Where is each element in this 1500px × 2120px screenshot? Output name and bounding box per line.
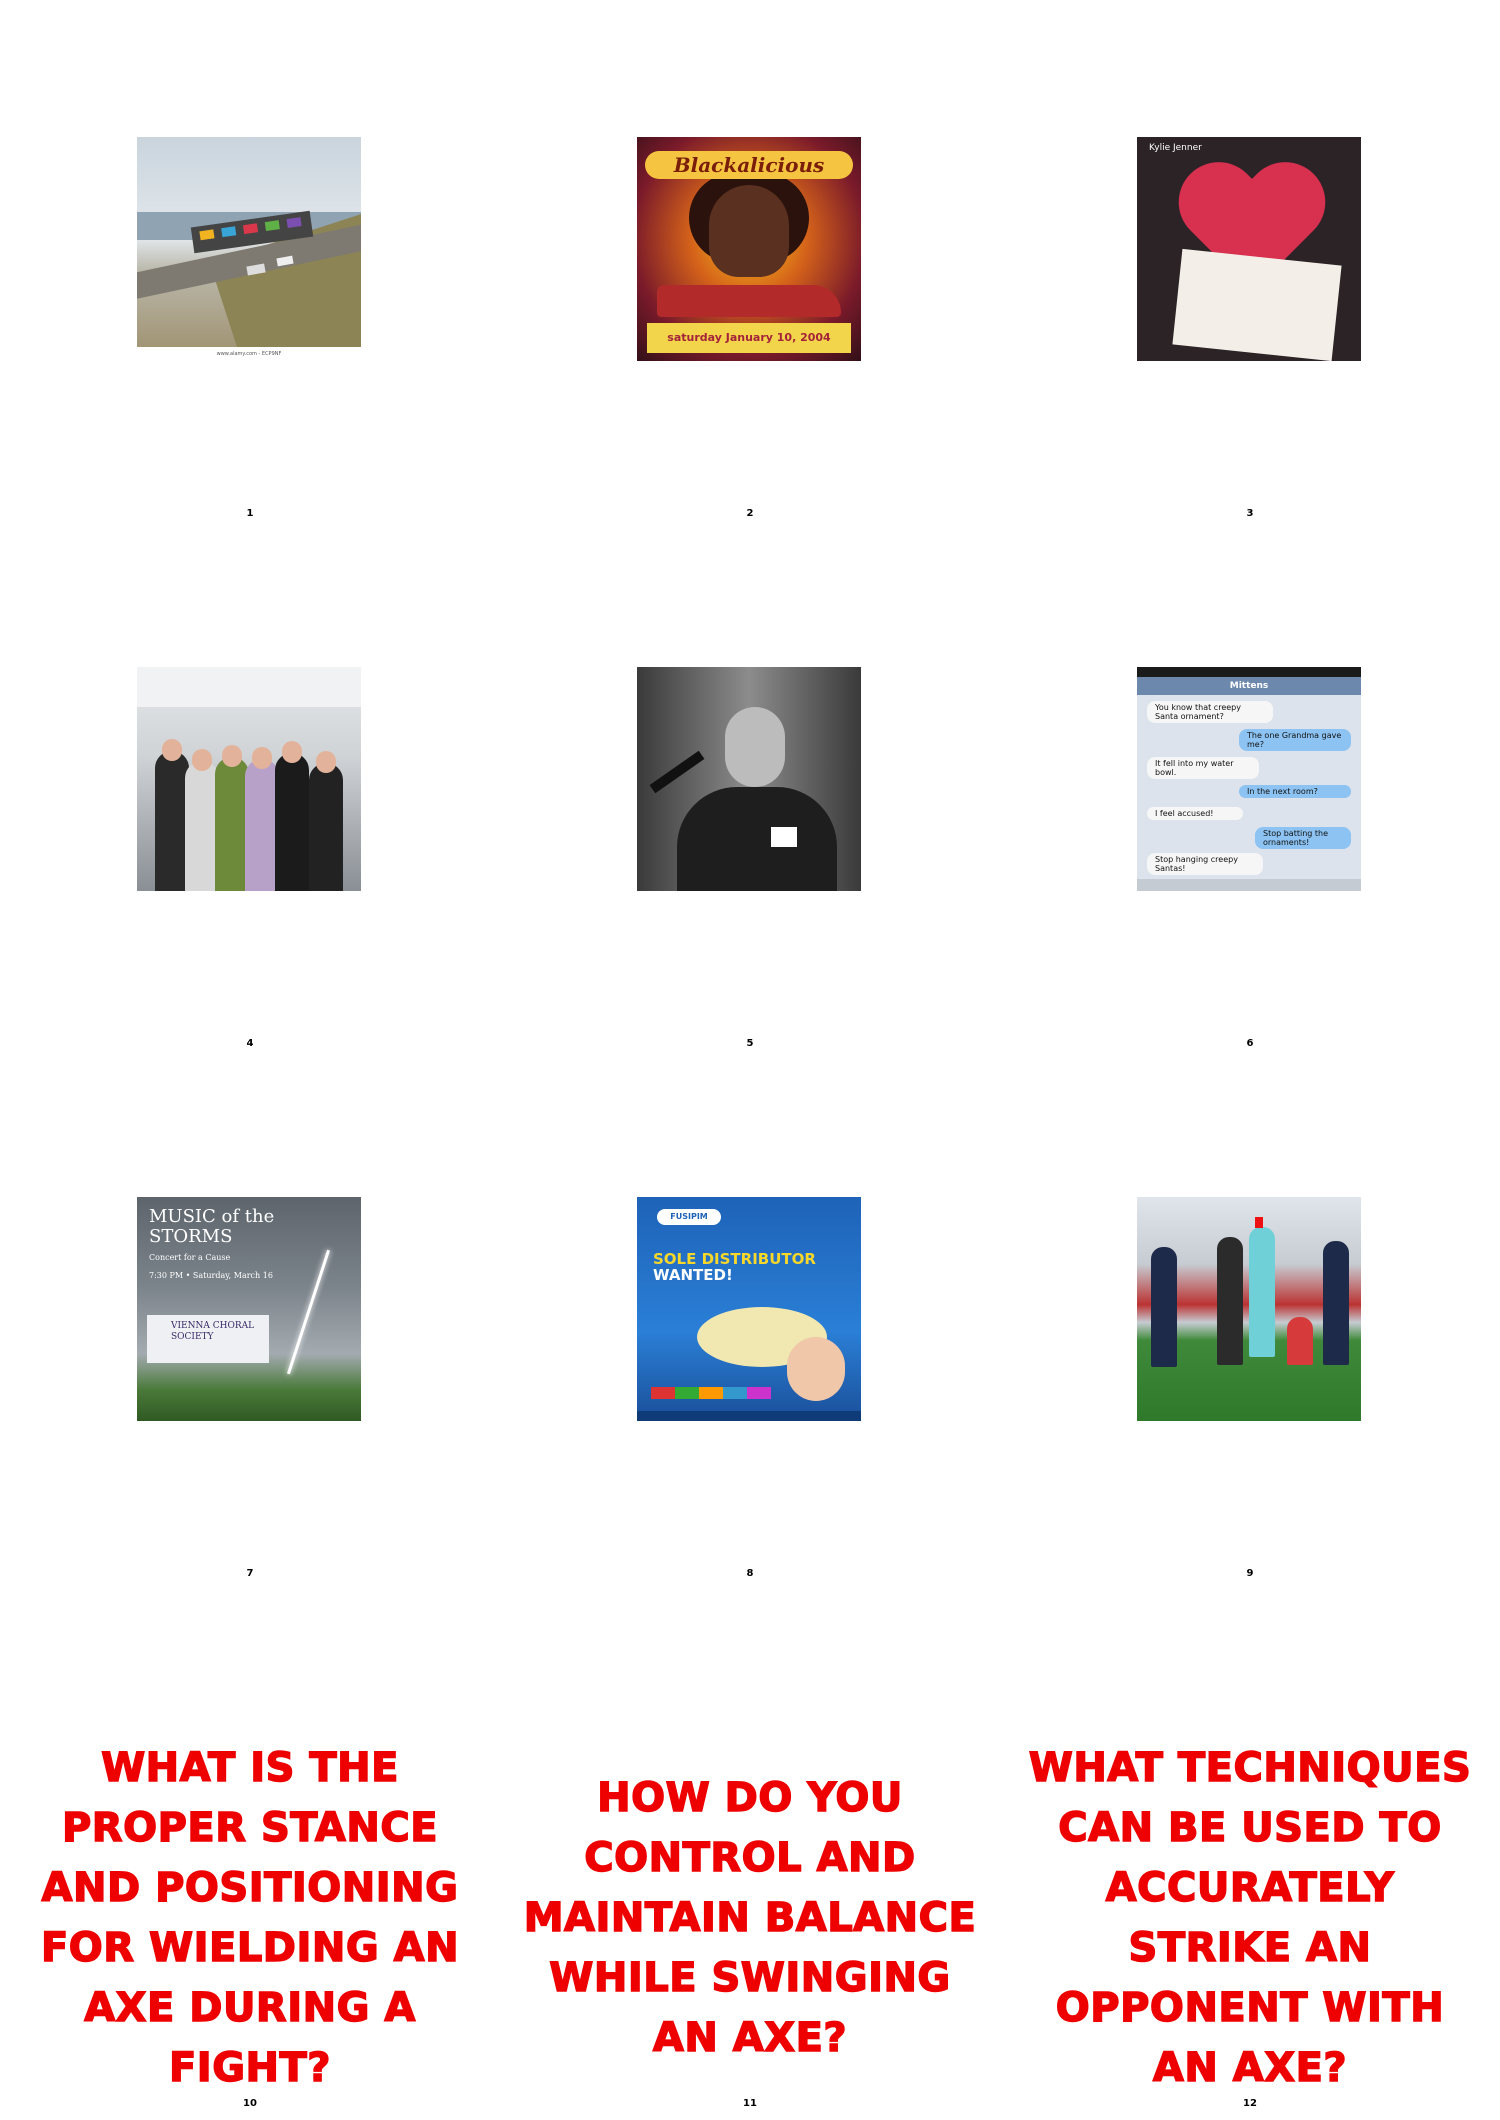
thumbnail-rose-heart: Kylie Jenner [1137, 137, 1361, 361]
cell-number: 4 [246, 1038, 254, 1049]
message-bubble: Stop batting the ornaments! [1255, 827, 1351, 849]
grid-cell-6: Mittens You know that creepy Santa ornam… [1000, 530, 1500, 1060]
thumbnail-storm-concert: MUSIC of the STORMS Concert for a Cause … [137, 1197, 361, 1421]
message-bubble: It fell into my water bowl. [1147, 757, 1259, 779]
poster-subtitle: Concert for a Cause 7:30 PM • Saturday, … [149, 1253, 273, 1281]
cell-number: 8 [746, 1568, 754, 1579]
grid-cell-7: MUSIC of the STORMS Concert for a Cause … [0, 1060, 500, 1590]
question-text: HOW DO YOU CONTROL AND MAINTAIN BALANCE … [523, 1774, 977, 2062]
cell-number: 2 [746, 508, 754, 519]
thumbnail-group-photo [137, 667, 361, 891]
cell-number: 11 [743, 2098, 757, 2109]
cell-number: 5 [746, 1038, 754, 1049]
grid-cell-8: FUSIPIM SOLE DISTRIBUTOR WANTED! 8 [500, 1060, 1000, 1590]
poster-time: 7:30 PM • Saturday, March 16 [149, 1271, 273, 1280]
thumbnail-text-messages: Mittens You know that creepy Santa ornam… [1137, 667, 1361, 891]
cell-number: 6 [1246, 1038, 1254, 1049]
cell-number: 12 [1243, 2098, 1257, 2109]
poster-subtitle-line: Concert for a Cause [149, 1253, 231, 1262]
cell-number: 10 [243, 2098, 257, 2109]
message-bubble: You know that creepy Santa ornament? [1147, 701, 1273, 723]
message-bubble: I feel accused! [1147, 807, 1243, 820]
grid-cell-5: 5 [500, 530, 1000, 1060]
cell-number: 9 [1246, 1568, 1254, 1579]
watermark-text: www.alamy.com - ECP9NF [137, 347, 361, 361]
poster-title: MUSIC of the STORMS [149, 1206, 275, 1247]
society-logo: VIENNA CHORAL SOCIETY [147, 1315, 269, 1363]
cell-number: 3 [1246, 508, 1254, 519]
thumbnail-tram-coast: www.alamy.com - ECP9NF [137, 137, 361, 361]
cell-number: 1 [246, 508, 254, 519]
ad-headline: SOLE DISTRIBUTOR [653, 1250, 816, 1268]
message-bubble: Stop hanging creepy Santas! [1147, 853, 1263, 875]
grid-cell-4: 4 [0, 530, 500, 1060]
cell-number: 7 [246, 1568, 254, 1579]
poster-date: saturday January 10, 2004 [647, 323, 851, 353]
message-bubble: In the next room? [1239, 785, 1351, 798]
thumbnail-football-red-card [1137, 1197, 1361, 1421]
grid-cell-9: 9 [1000, 1060, 1500, 1590]
poster-title: Blackalicious [645, 151, 853, 179]
grid-cell-3: Kylie Jenner 3 [1000, 0, 1500, 530]
grid-cell-11: HOW DO YOU CONTROL AND MAINTAIN BALANCE … [500, 1590, 1000, 2120]
thumbnail-bw-speaker [637, 667, 861, 891]
story-username: Kylie Jenner [1149, 143, 1202, 153]
brand-logo: FUSIPIM [657, 1209, 721, 1225]
grid-cell-10: WHAT IS THE PROPER STANCE AND POSITIONIN… [0, 1590, 500, 2120]
grid-cell-12: WHAT TECHNIQUES CAN BE USED TO ACCURATEL… [1000, 1590, 1500, 2120]
question-text: WHAT TECHNIQUES CAN BE USED TO ACCURATEL… [1028, 1744, 1472, 2092]
question-text: WHAT IS THE PROPER STANCE AND POSITIONIN… [40, 1744, 460, 2092]
conversation-title: Mittens [1137, 677, 1361, 695]
ad-headline-2: WANTED! [653, 1266, 733, 1284]
grid-cell-1: www.alamy.com - ECP9NF 1 [0, 0, 500, 530]
grid-cell-2: Blackalicious saturday January 10, 2004 … [500, 0, 1000, 530]
message-bubble: The one Grandma gave me? [1239, 729, 1351, 751]
thumbnail-concert-poster: Blackalicious saturday January 10, 2004 [637, 137, 861, 361]
thumbnail-distributor-ad: FUSIPIM SOLE DISTRIBUTOR WANTED! [637, 1197, 861, 1421]
